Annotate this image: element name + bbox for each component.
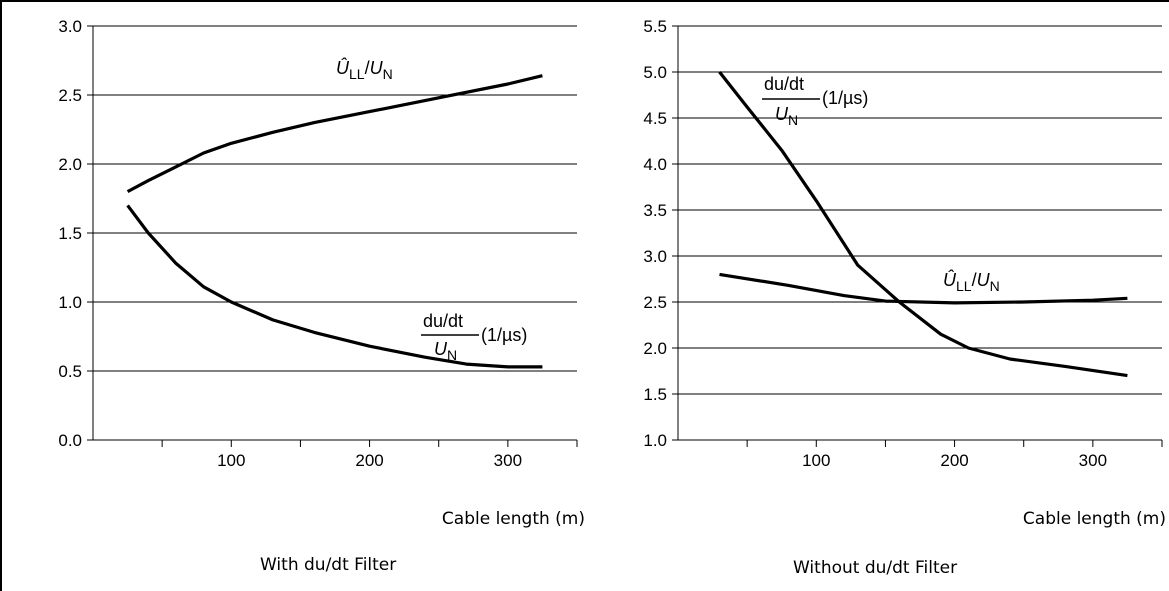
peak-hat-symbol: Û — [336, 57, 350, 78]
peak-sub-ll: LL — [956, 278, 972, 294]
dudt-den-sub: N — [788, 112, 798, 128]
y-tick-label: 3.0 — [643, 247, 667, 266]
y-tick-label: 3.0 — [58, 17, 82, 36]
peak-voltage-label: ÛLL/UN — [943, 269, 1000, 294]
y-tick-label: 1.0 — [58, 293, 82, 312]
x-tick-label: 200 — [940, 451, 968, 470]
dudt-label: du/dt UN (1/µs) — [421, 311, 527, 363]
series-line-0 — [126, 74, 543, 194]
axes — [87, 25, 578, 447]
y-tick-label: 2.5 — [58, 86, 82, 105]
dudt-unit: (1/µs) — [822, 88, 868, 108]
y-tick-label: 4.5 — [643, 109, 667, 128]
series-line-1 — [126, 204, 543, 369]
y-tick-label: 1.5 — [58, 224, 82, 243]
dudt-unit: (1/µs) — [481, 325, 527, 345]
chart-with-filter: 0.00.51.01.52.02.53.0 100 200 300 ÛLL/UN d… — [58, 17, 585, 575]
x-tick-label: 300 — [1079, 451, 1107, 470]
y-tick-label: 2.0 — [58, 155, 82, 174]
peak-sub-ll: LL — [349, 66, 365, 82]
y-tick-labels: 0.0 0.5 1.0 1.5 2.0 2.5 3.0 — [58, 17, 82, 450]
peak-separator: / — [365, 58, 370, 78]
series-lines — [126, 74, 543, 369]
y-tick-label: 1.0 — [643, 431, 667, 450]
y-tick-label: 1.5 — [643, 385, 667, 404]
chart-caption: With du/dt Filter — [260, 555, 396, 575]
chart-without-filter: 1.0 1.5 2.0 2.5 3.0 3.5 4.0 4.5 5.0 5.5 100 200 300… — [643, 17, 1166, 578]
y-tick-label: 0.0 — [58, 431, 82, 450]
series-line-1 — [719, 272, 1128, 305]
peak-base-u: U — [977, 270, 991, 290]
peak-base-u: U — [370, 58, 384, 78]
y-tick-label: 3.5 — [643, 201, 667, 220]
peak-separator: / — [972, 270, 977, 290]
peak-hat-symbol: Û — [943, 269, 957, 290]
x-tick-labels: 100 200 300 — [802, 451, 1107, 470]
dudt-den-base: U — [434, 339, 448, 359]
axes — [672, 25, 1163, 447]
grid-lines — [93, 25, 577, 441]
peak-sub-n: N — [990, 278, 1000, 294]
y-tick-label: 2.0 — [643, 339, 667, 358]
dudt-numerator: du/dt — [423, 311, 463, 331]
x-axis-label: Cable length (m) — [1023, 509, 1166, 529]
series-lines — [718, 71, 1128, 378]
x-tick-label: 300 — [494, 451, 522, 470]
y-tick-label: 2.5 — [643, 293, 667, 312]
dudt-den-sub: N — [447, 347, 457, 363]
dudt-numerator: du/dt — [764, 74, 804, 94]
grid-lines — [678, 25, 1162, 441]
chart-caption: Without du/dt Filter — [793, 558, 957, 578]
peak-sub-n: N — [383, 66, 393, 82]
dudt-den-base: U — [775, 104, 789, 124]
peak-voltage-label: ÛLL/UN — [336, 57, 393, 82]
x-tick-labels: 100 200 300 — [217, 451, 522, 470]
y-tick-label: 4.0 — [643, 155, 667, 174]
x-tick-label: 100 — [802, 451, 830, 470]
x-tick-label: 100 — [217, 451, 245, 470]
dudt-denominator: UN — [434, 339, 457, 363]
y-tick-label: 5.5 — [643, 17, 667, 36]
x-tick-label: 200 — [355, 451, 383, 470]
y-tick-label: 5.0 — [643, 63, 667, 82]
dudt-label: du/dt UN (1/µs) — [762, 74, 868, 128]
dudt-denominator: UN — [775, 104, 798, 128]
y-tick-labels: 1.0 1.5 2.0 2.5 3.0 3.5 4.0 4.5 5.0 5.5 — [643, 17, 667, 450]
y-tick-label: 0.5 — [58, 362, 82, 381]
x-axis-label: Cable length (m) — [442, 509, 585, 529]
